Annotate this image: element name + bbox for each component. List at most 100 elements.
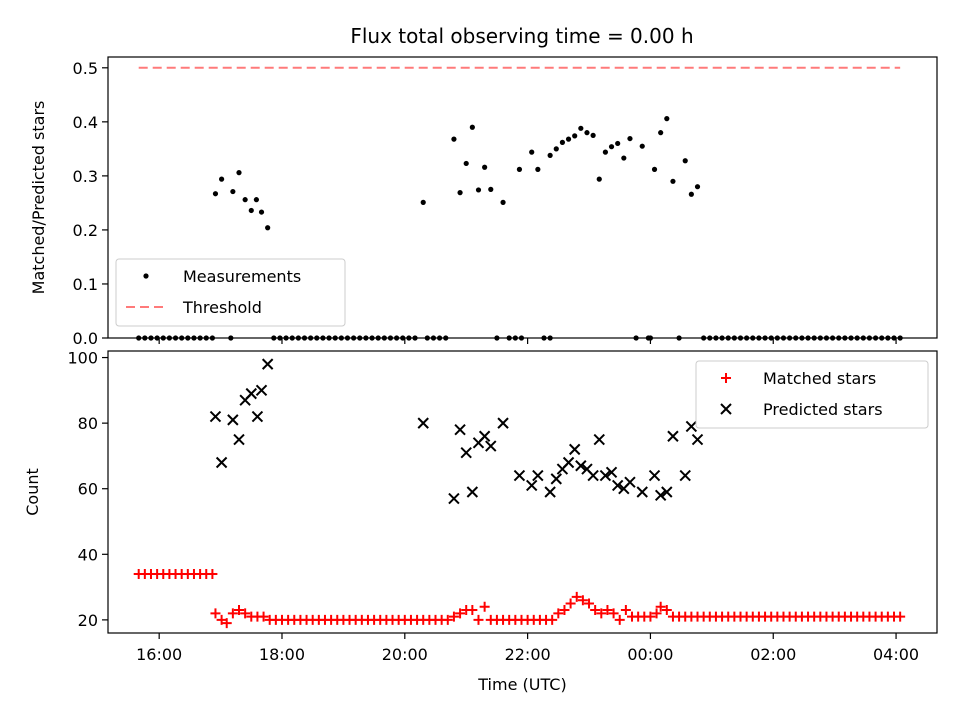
measurements-zero-point — [344, 335, 351, 341]
measurements-zero-point — [160, 335, 166, 341]
measurements-zero-point — [541, 335, 547, 341]
measurements-zero-point — [547, 335, 553, 341]
predicted-stars-point — [466, 486, 479, 498]
matched-stars-point — [216, 614, 227, 625]
measurements-point — [559, 139, 566, 145]
measurements-zero-point — [872, 335, 879, 341]
measurements-point — [253, 197, 260, 203]
measurements-point — [475, 187, 482, 193]
predicted-stars-point — [261, 358, 274, 370]
bottom-x-tick-label: 00:00 — [627, 645, 673, 664]
measurements-zero-point — [866, 335, 873, 341]
predicted-stars-point — [575, 460, 587, 472]
measurements-zero-point — [799, 335, 805, 341]
measurements-zero-point — [154, 335, 160, 341]
matched-stars-point — [661, 605, 672, 616]
predicted-stars-point — [454, 423, 466, 436]
matched-stars-point — [553, 608, 564, 619]
predicted-stars-point — [624, 476, 636, 488]
measurements-zero-point — [308, 335, 314, 341]
measurements-zero-point — [731, 335, 737, 341]
predicted-stars-point — [448, 492, 460, 505]
predicted-stars-point — [544, 486, 556, 498]
measurements-zero-point — [357, 335, 363, 341]
predicted-stars-point — [209, 410, 222, 423]
measurements-point — [621, 155, 627, 161]
matched-stars-point — [258, 611, 269, 622]
measurements-zero-point — [713, 335, 719, 341]
measurements-point — [482, 164, 488, 170]
measurements-point — [219, 176, 225, 182]
measurements-zero-point — [172, 335, 179, 341]
measurements-zero-point — [701, 335, 707, 341]
measurements-zero-point — [842, 335, 848, 341]
measurements-zero-point — [707, 335, 713, 341]
measurements-zero-point — [506, 335, 512, 341]
measurements-zero-point — [762, 335, 768, 341]
measurements-point — [451, 136, 457, 142]
measurements-zero-point — [394, 335, 400, 341]
top-y-tick-label: 0.4 — [73, 113, 98, 132]
matched-stars-point — [547, 614, 558, 625]
predicted-stars-point — [417, 417, 429, 429]
measurements-point — [608, 144, 615, 150]
measurements-point — [664, 116, 670, 122]
measurements-zero-point — [891, 335, 897, 341]
matched-stars-point — [565, 598, 576, 609]
measurements-zero-point — [885, 335, 891, 341]
measurements-zero-point — [860, 335, 866, 341]
measurements-zero-point — [512, 335, 518, 341]
measurements-zero-point — [424, 335, 430, 341]
bottom-y-tick-label: 80 — [78, 414, 98, 433]
measurements-zero-point — [787, 335, 793, 341]
predicted-stars-point — [691, 433, 704, 446]
matched-stars-point — [210, 608, 221, 619]
bottom-x-tick-label: 04:00 — [873, 645, 919, 664]
bottom-panel: 20 40 60 80 100 16:00 18:00 20:00 22:00 00:00 02:0… — [23, 349, 938, 694]
matched-stars-point — [584, 598, 595, 609]
predicted-stars-point — [497, 417, 509, 429]
measurements-zero-point — [320, 335, 326, 341]
measurements-zero-point — [494, 335, 500, 341]
matched-stars-point — [590, 605, 601, 616]
predicted-stars-point — [478, 430, 491, 442]
measurements-zero-point — [768, 335, 774, 341]
measurements-zero-point — [774, 335, 780, 341]
matched-stars-point — [442, 614, 453, 625]
measurements-point — [615, 140, 621, 147]
bottom-x-tick-label: 16:00 — [136, 645, 182, 664]
measurements-zero-point — [633, 335, 639, 341]
measurements-zero-point — [897, 335, 903, 341]
measurements-point — [258, 209, 265, 215]
measurements-zero-point — [854, 335, 860, 341]
predicted-stars-point — [661, 486, 673, 498]
measurements-zero-point — [351, 335, 357, 341]
measurements-point — [553, 146, 559, 152]
measurements-zero-point — [836, 335, 842, 341]
measurements-zero-point — [136, 335, 142, 341]
top-y-tick-label: 0.0 — [73, 329, 98, 348]
measurements-zero-point — [412, 335, 418, 341]
bottom-y-tick-label: 20 — [78, 611, 98, 630]
predicted-stars-point — [611, 479, 624, 492]
measurements-zero-point — [848, 335, 854, 341]
measurements-zero-point — [406, 335, 412, 341]
measurements-zero-point — [277, 335, 283, 341]
predicted-stars-point — [245, 387, 257, 400]
matched-stars-point — [559, 605, 570, 616]
top-legend — [115, 258, 346, 327]
matched-stars-legend-label: Matched stars — [763, 369, 876, 388]
top-y-tick-label: 0.5 — [73, 59, 98, 78]
measurements-point — [578, 125, 584, 131]
measurements-zero-point — [326, 335, 332, 341]
measurements-zero-point — [209, 335, 215, 341]
measurements-point — [236, 170, 242, 176]
measurements-point — [565, 136, 572, 142]
predicted-stars-point — [685, 420, 698, 433]
measurements-zero-point — [148, 335, 154, 341]
measurements-zero-point — [430, 335, 437, 341]
measurements-zero-point — [780, 335, 787, 341]
predicted-stars-point — [215, 456, 228, 469]
bottom-x-tick-label: 18:00 — [259, 645, 305, 664]
top-y-tick-label: 0.2 — [73, 221, 98, 240]
